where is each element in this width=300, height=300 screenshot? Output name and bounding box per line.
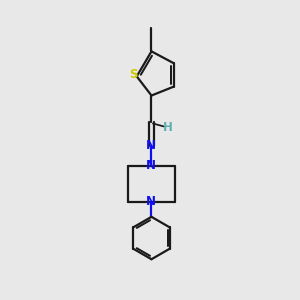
Text: N: N [146,195,156,208]
Text: S: S [129,68,137,80]
Text: H: H [163,122,173,134]
Text: N: N [146,159,156,172]
Text: N: N [146,139,156,152]
